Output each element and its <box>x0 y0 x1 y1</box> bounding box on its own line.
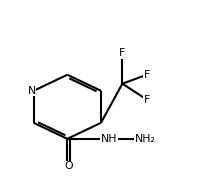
Text: F: F <box>119 48 125 58</box>
Text: NH: NH <box>101 134 117 144</box>
Text: N: N <box>28 86 36 96</box>
Text: F: F <box>144 70 150 80</box>
Text: NH₂: NH₂ <box>135 134 156 144</box>
Text: F: F <box>144 95 150 105</box>
Text: O: O <box>64 161 73 171</box>
